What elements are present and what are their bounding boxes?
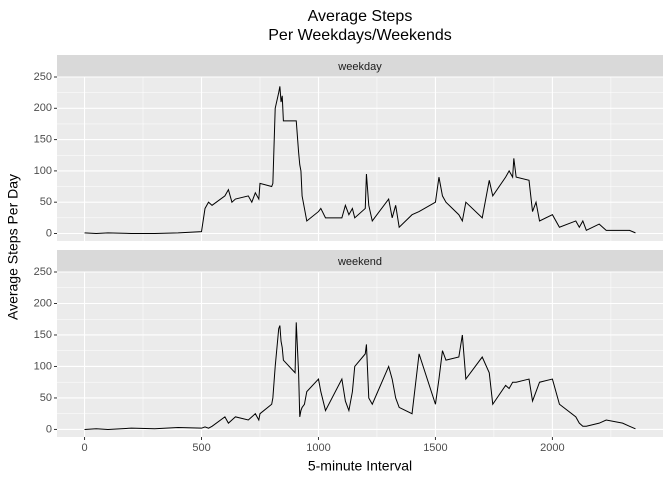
x-axis-title: 5-minute Interval bbox=[308, 458, 412, 474]
y-tick-label: 250 bbox=[34, 266, 52, 278]
panel bbox=[57, 77, 663, 241]
x-tick-label: 2000 bbox=[540, 442, 564, 454]
y-tick-label: 0 bbox=[46, 227, 52, 239]
x-tick-label: 500 bbox=[192, 442, 210, 454]
chart-title: Average Steps bbox=[308, 8, 413, 25]
y-tick-label: 50 bbox=[40, 392, 52, 404]
line bbox=[84, 322, 636, 430]
strip-label: weekday bbox=[337, 61, 382, 73]
y-tick-label: 200 bbox=[34, 297, 52, 309]
x-tick-label: 0 bbox=[81, 442, 87, 454]
strip bbox=[57, 250, 663, 272]
strip bbox=[57, 55, 663, 77]
y-tick-label: 50 bbox=[40, 196, 52, 208]
y-tick-label: 200 bbox=[34, 102, 52, 114]
line bbox=[84, 86, 636, 234]
y-tick-label: 100 bbox=[34, 165, 52, 177]
strip-label: weekend bbox=[337, 256, 382, 268]
y-tick-label: 0 bbox=[46, 423, 52, 435]
x-tick-label: 1000 bbox=[306, 442, 330, 454]
y-tick-label: 150 bbox=[34, 329, 52, 341]
y-tick-label: 150 bbox=[34, 134, 52, 146]
x-tick-label: 1500 bbox=[423, 442, 447, 454]
chart-title: Per Weekdays/Weekends bbox=[268, 27, 452, 44]
y-tick-label: 250 bbox=[34, 71, 52, 83]
y-axis-title: Average Steps Per Day bbox=[5, 174, 21, 320]
y-tick-label: 100 bbox=[34, 360, 52, 372]
panel bbox=[57, 272, 663, 437]
